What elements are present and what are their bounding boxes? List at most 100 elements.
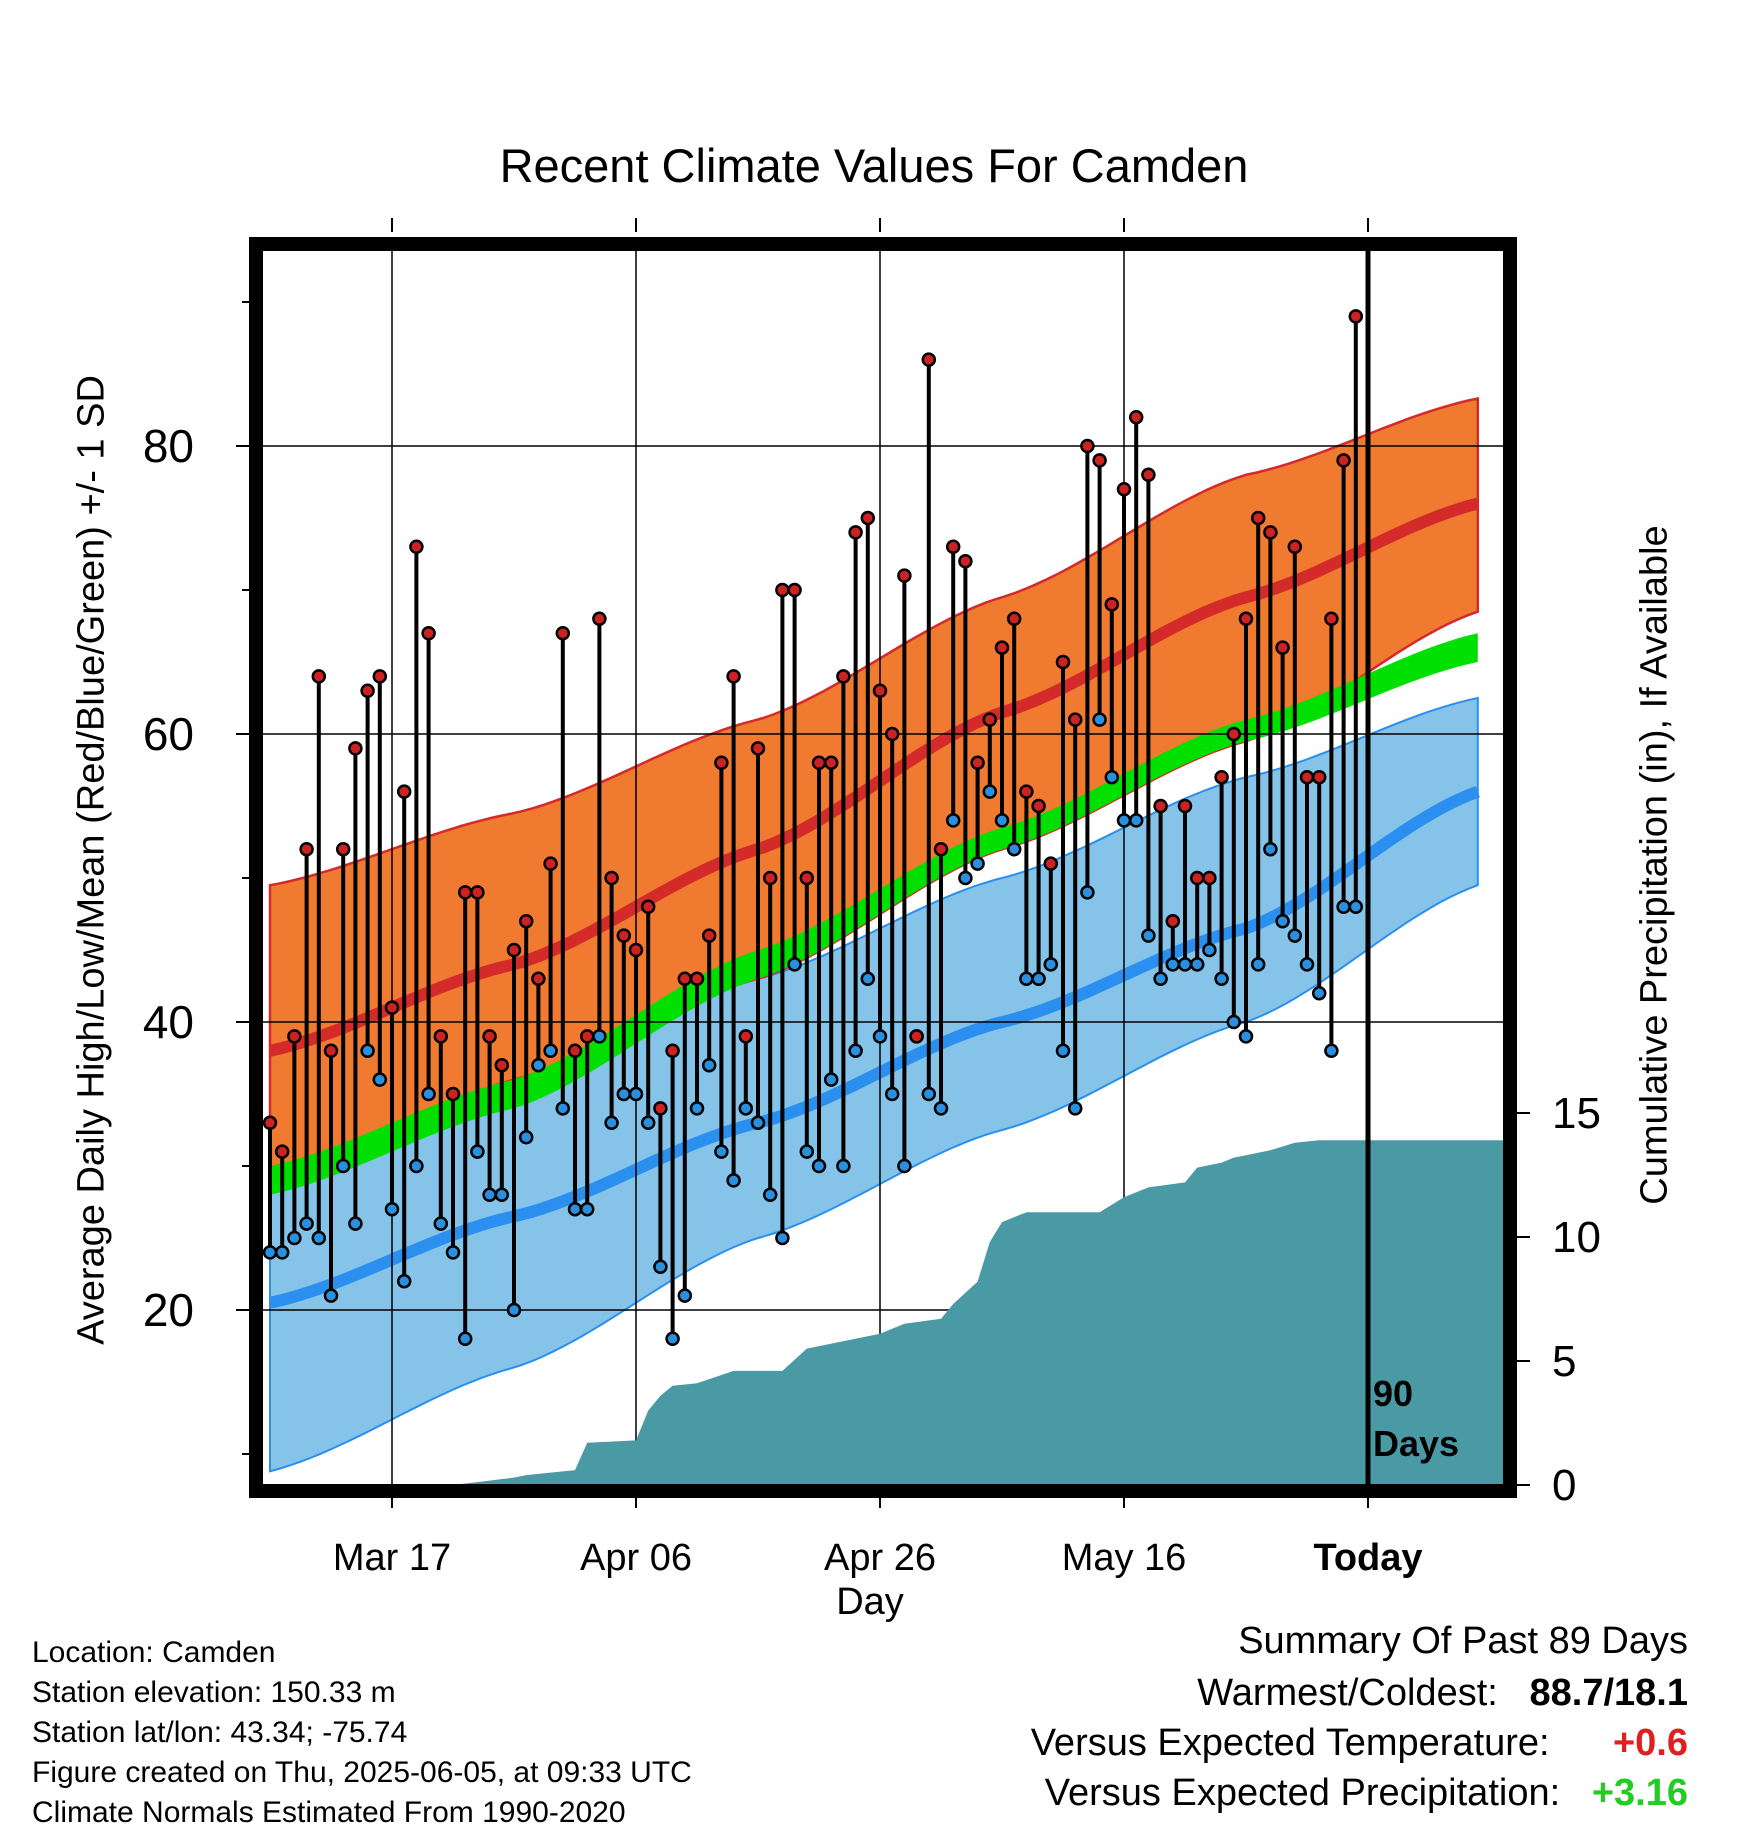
low-point	[1348, 899, 1364, 915]
low-point	[421, 1086, 436, 1102]
high-point	[262, 1115, 278, 1131]
low-point	[592, 1029, 607, 1044]
high-point	[1067, 712, 1083, 727]
low-point	[1299, 957, 1315, 972]
high-point	[360, 683, 375, 699]
low-point	[506, 1302, 522, 1318]
low-point	[848, 1043, 863, 1059]
normals-line: Climate Normals Estimated From 1990-2020	[32, 1796, 626, 1829]
low-point	[1165, 957, 1181, 972]
high-point	[1080, 438, 1095, 454]
high-point	[933, 841, 949, 857]
precipitation-area	[453, 1140, 1504, 1485]
low-point	[262, 1245, 278, 1260]
low-point	[1116, 813, 1132, 828]
high-point	[335, 841, 351, 857]
high-point	[1324, 611, 1339, 627]
low-point	[1019, 971, 1034, 987]
low-point	[1263, 841, 1278, 857]
low-point	[1202, 942, 1217, 958]
frame-rect	[249, 237, 1517, 1498]
high-point	[945, 539, 961, 555]
x-tick-label: Apr 26	[824, 1537, 936, 1579]
high-point	[1006, 611, 1022, 627]
summary-heading: Summary Of Past 89 Days	[1238, 1620, 1688, 1662]
high-point	[1165, 913, 1181, 929]
low-point	[335, 1158, 351, 1174]
high-point	[616, 928, 632, 943]
high-point	[567, 1043, 583, 1059]
high-point	[726, 669, 741, 684]
low-point	[494, 1187, 510, 1203]
high-point	[1043, 856, 1059, 871]
high-point	[689, 971, 705, 987]
low-point	[1031, 971, 1046, 987]
low-point	[1214, 971, 1229, 987]
low-point	[1153, 971, 1168, 987]
low-point	[897, 1158, 912, 1174]
temp-label: Versus Expected Temperature:	[1030, 1722, 1550, 1764]
high-point	[555, 625, 571, 641]
high-point	[1311, 769, 1327, 785]
low-point	[555, 1101, 571, 1116]
low-point	[1080, 885, 1095, 900]
low-point	[1141, 928, 1156, 943]
high-point	[531, 971, 546, 987]
high-point	[274, 1144, 290, 1159]
chart-title: Recent Climate Values For Camden	[499, 139, 1249, 192]
low-point	[970, 856, 985, 871]
low-point	[750, 1115, 766, 1131]
low-point	[445, 1245, 461, 1260]
high-point	[775, 582, 790, 598]
low-point	[689, 1101, 705, 1116]
low-point	[360, 1043, 375, 1059]
high-point	[982, 712, 998, 727]
elevation-line: Station elevation: 150.33 m	[32, 1676, 396, 1709]
high-point	[1189, 870, 1205, 886]
high-point	[592, 611, 607, 627]
low-point	[994, 813, 1010, 828]
low-point	[1238, 1029, 1254, 1044]
high-point	[1019, 784, 1034, 799]
low-point	[921, 1086, 937, 1102]
low-point	[836, 1158, 851, 1174]
low-point	[348, 1216, 363, 1231]
high-point	[1263, 525, 1278, 540]
high-point	[372, 669, 388, 684]
high-point	[1214, 769, 1229, 785]
low-point	[628, 1086, 644, 1102]
high-point	[1104, 597, 1120, 612]
x-tick-label: Apr 06	[580, 1537, 692, 1579]
high-point	[1348, 309, 1364, 324]
low-point	[884, 1086, 900, 1102]
high-point	[714, 755, 729, 771]
low-point	[311, 1230, 327, 1246]
high-point	[1287, 539, 1303, 555]
high-point	[445, 1086, 461, 1102]
low-point	[653, 1259, 668, 1275]
y2-tick-label: 5	[1552, 1337, 1576, 1386]
temp-anomaly-value: +0.6	[1612, 1722, 1688, 1764]
low-point	[1336, 899, 1351, 915]
low-point	[811, 1158, 827, 1174]
low-point	[1226, 1014, 1242, 1030]
low-point	[958, 870, 973, 886]
y-tick-label: 80	[143, 420, 194, 472]
high-point	[653, 1101, 668, 1116]
high-point	[811, 755, 827, 771]
high-point	[897, 568, 912, 583]
low-point	[1128, 813, 1144, 828]
high-point	[628, 942, 644, 958]
high-point	[750, 741, 766, 756]
high-point	[787, 582, 802, 598]
high-point	[836, 669, 851, 684]
high-point	[384, 1000, 400, 1015]
high-point	[823, 755, 839, 771]
low-point	[409, 1158, 424, 1174]
low-point	[1275, 913, 1290, 929]
high-point	[604, 870, 619, 886]
low-point	[1067, 1101, 1083, 1116]
created-line: Figure created on Thu, 2025-06-05, at 09…	[32, 1756, 692, 1789]
axis-ticks: 20 40 60 80 Mar 17 Apr 06 Apr 26 May 16 Today 0 5 1…	[143, 218, 1601, 1579]
high-point	[884, 726, 900, 742]
